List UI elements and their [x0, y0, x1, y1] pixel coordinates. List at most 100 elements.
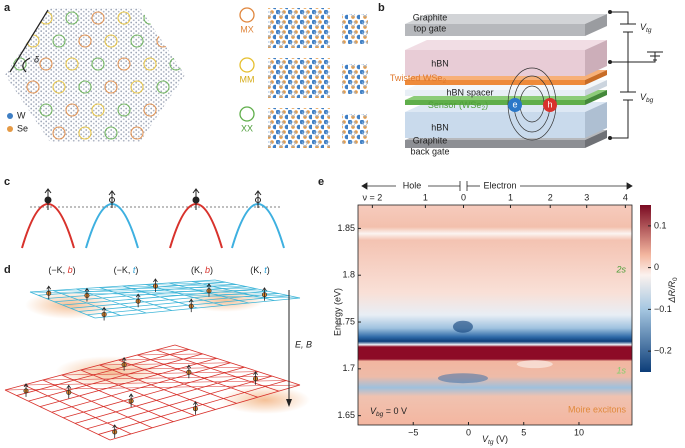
field-label: E, B	[295, 339, 312, 349]
band	[21, 203, 75, 249]
layer-front	[405, 24, 585, 36]
electron-label: Electron	[483, 180, 516, 190]
y-axis-label: Energy (eV)	[332, 288, 342, 336]
legend-dot	[7, 113, 13, 119]
moire-site	[156, 126, 170, 140]
stacking-icon	[239, 57, 255, 73]
layer-front	[405, 140, 585, 148]
band	[169, 203, 223, 249]
panel-label: a	[4, 2, 11, 14]
lattice-line	[118, 358, 217, 361]
stacking-top-view	[268, 8, 330, 48]
moire-site	[78, 126, 92, 140]
lattice-line	[191, 281, 275, 301]
spin-arrow	[101, 306, 107, 321]
lattice-line	[156, 349, 189, 351]
moire-site	[104, 126, 118, 140]
x-tick-label: 10	[574, 427, 584, 437]
feature	[516, 360, 553, 369]
y-tick-label: 1.65	[337, 410, 355, 420]
y-tick-label: 1.7	[342, 363, 355, 373]
layer-side	[585, 130, 607, 148]
spin-arrow	[135, 293, 141, 308]
stacking-top-view	[268, 108, 330, 148]
moire-site	[26, 80, 40, 94]
annotation: 1s	[616, 365, 626, 375]
y-tick-label: 1.85	[337, 223, 355, 233]
delta-label: δ	[34, 54, 40, 64]
layer-side	[585, 90, 607, 105]
moire-site	[143, 57, 157, 71]
lattice-line	[86, 375, 273, 430]
moire-site	[78, 80, 92, 94]
x-tick-label: 0	[466, 427, 471, 437]
lattice-line	[76, 288, 279, 294]
spin-arrow	[262, 287, 267, 301]
lattice-line	[4, 384, 301, 391]
panel-label: c	[4, 176, 10, 188]
stacking-label: XX	[241, 123, 253, 133]
x-tick-label: 5	[521, 427, 526, 437]
moire-site	[182, 34, 185, 48]
moire-site	[13, 57, 27, 71]
layer-label: Graphite	[413, 135, 448, 145]
top-tick-label: 1	[508, 192, 513, 202]
top-tick-label: 4	[623, 192, 628, 202]
valley-label: (K, t)	[250, 265, 270, 275]
lattice-line	[118, 359, 237, 404]
y-tick-label: 1.75	[337, 316, 355, 326]
valley-label: (−K, t)	[114, 265, 139, 275]
moire-site	[156, 80, 170, 94]
moire-site	[91, 11, 105, 25]
circuit	[610, 11, 663, 139]
vtg-label: Vtg	[640, 22, 652, 33]
moire-site	[78, 34, 92, 48]
layer-top	[405, 14, 607, 24]
panel-a: δ W Se MX MM XX	[5, 7, 368, 148]
spin-arrow	[121, 356, 127, 371]
legend-label: W	[17, 110, 26, 120]
lattice-line	[78, 293, 279, 312]
spin-arrow	[66, 384, 72, 399]
lattice-line	[39, 357, 217, 408]
spin-arrow	[253, 371, 258, 385]
lattice-line	[99, 364, 216, 410]
layer-side	[585, 40, 607, 76]
top-tick-label: 1	[423, 192, 428, 202]
feature	[452, 320, 473, 333]
panel-label: d	[4, 264, 11, 276]
lattice-line	[80, 366, 245, 371]
frame	[357, 204, 633, 426]
annotation: 2s	[615, 264, 626, 274]
spin-arrow	[84, 287, 90, 302]
panel-label: e	[318, 176, 324, 188]
spin-arrow	[46, 285, 52, 300]
panel-e: Electron Hole Energy (eV) Vtg (V) ΔR/R0 …	[332, 180, 678, 445]
y-tick-label: 1.8	[342, 270, 355, 280]
stacking-side-view	[342, 114, 368, 144]
moire-site	[65, 57, 79, 71]
layer-label: Twisted WSe2	[390, 73, 447, 84]
moire-site	[52, 80, 66, 94]
lattice-line	[61, 374, 174, 423]
map-features	[437, 320, 553, 384]
lattice-line	[145, 284, 224, 306]
lattice-line	[4, 389, 111, 441]
moire-site	[130, 126, 144, 140]
layer-front	[405, 80, 585, 85]
layer-front	[405, 90, 585, 96]
moire-site	[130, 80, 144, 94]
lattice-line	[174, 344, 301, 386]
reflectance-map	[358, 205, 632, 425]
lattice-line	[214, 279, 301, 299]
feature	[437, 373, 488, 384]
colorbar-label: ΔR/R0	[667, 277, 678, 304]
moire-site	[39, 103, 53, 117]
lattice-line	[109, 384, 301, 441]
colorbar-tick-label: 0	[654, 262, 659, 272]
moire-site	[130, 34, 144, 48]
layer-front	[405, 100, 585, 105]
layer-label: hBN	[431, 122, 449, 132]
lattice-line	[51, 362, 231, 413]
